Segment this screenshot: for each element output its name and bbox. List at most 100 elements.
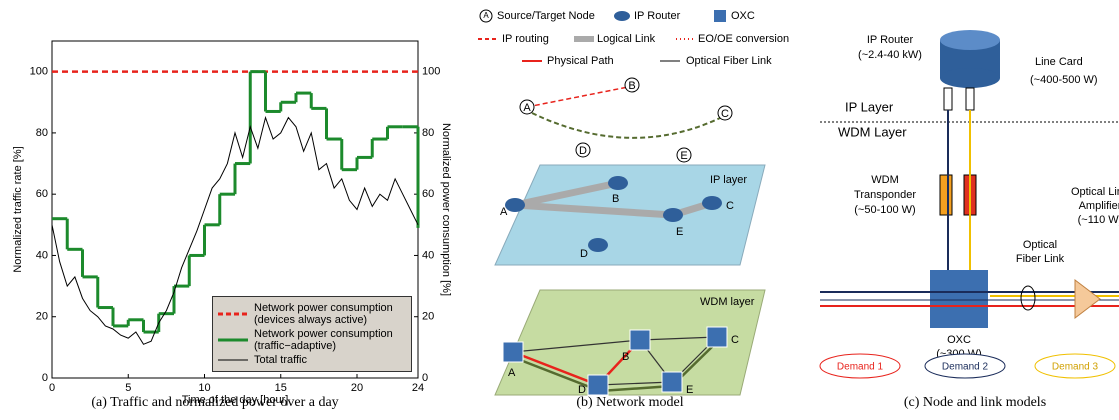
y-tick-label: 0 xyxy=(42,372,48,384)
legend: Network power consumption (devices alway… xyxy=(212,296,412,372)
legend-entry: Total traffic xyxy=(218,354,406,366)
legend-text: Network power consumption (devices alway… xyxy=(254,302,393,326)
legend-swatch xyxy=(218,338,248,342)
legend-text: OXC xyxy=(731,10,755,22)
caption: (a) Traffic and normalized power over a … xyxy=(91,395,338,410)
y-tick-label: 20 xyxy=(36,311,48,323)
legend-swatch xyxy=(218,359,248,361)
y2-tick-label: 20 xyxy=(422,311,434,323)
label: WDM xyxy=(871,174,899,186)
label: Amplifier xyxy=(1079,200,1119,212)
oxc-icon xyxy=(714,10,726,22)
label: (~50-100 W) xyxy=(854,204,915,216)
x-label: Time of the day [hour] xyxy=(182,394,289,406)
label: Fiber Link xyxy=(1016,253,1065,265)
transponder xyxy=(939,174,953,216)
y-tick-label: 80 xyxy=(36,127,48,139)
marker-circles xyxy=(519,77,733,163)
y2-label: Normalized power consumption [%] xyxy=(440,123,452,296)
legend-text: IP routing xyxy=(502,33,549,45)
node-label: D xyxy=(580,248,588,260)
x-tick-label: 15 xyxy=(275,382,287,394)
demand xyxy=(924,353,1006,379)
legend-text: IP Router xyxy=(634,10,681,22)
x-tick-label: 0 xyxy=(49,382,55,394)
caption: (b) Network model xyxy=(576,395,683,410)
demand xyxy=(1034,353,1116,379)
node-label: A xyxy=(500,206,508,218)
y2-tick-label: 40 xyxy=(422,249,434,261)
label: (~110 W) xyxy=(1078,214,1119,226)
oxc xyxy=(930,270,988,328)
label: Line Card xyxy=(1035,56,1083,68)
y-tick-label: 40 xyxy=(36,249,48,261)
y2-tick-label: 0 xyxy=(422,372,428,384)
node-label: C xyxy=(731,334,739,346)
oxcs xyxy=(502,326,728,396)
line-card xyxy=(943,87,953,111)
legend-text: Physical Path xyxy=(547,55,614,67)
node-label: E xyxy=(676,226,683,238)
legend-swatch xyxy=(218,312,248,316)
legend-text: Network power consumption (traffic−adapt… xyxy=(254,328,393,352)
legend-text: Optical Fiber Link xyxy=(686,55,772,67)
y-label: Normalized traffic rate [%] xyxy=(12,146,24,272)
label: Optical xyxy=(1023,239,1057,251)
demand xyxy=(819,353,901,379)
marker: E xyxy=(680,150,687,162)
legend-text: Source/Target Node xyxy=(497,10,595,22)
marker: B xyxy=(628,80,635,92)
x-tick-label: 24 xyxy=(412,382,424,394)
y2-tick-label: 60 xyxy=(422,188,434,200)
node-label: B xyxy=(622,351,629,363)
legend-symbol xyxy=(479,9,493,23)
node-label: D xyxy=(578,384,586,396)
node-label: B xyxy=(612,193,619,205)
router-bottom xyxy=(940,68,1000,88)
legend-text: EO/OE conversion xyxy=(698,33,789,45)
caption: (c) Node and link models xyxy=(904,395,1046,410)
legend-entry: Network power consumption (devices alway… xyxy=(218,302,406,326)
ip-route xyxy=(526,86,629,108)
label: IP Router xyxy=(867,34,914,46)
node-model: IP Router (~2.4-40 kW) Line Card (~400-5… xyxy=(819,30,1119,410)
router-top xyxy=(940,30,1000,50)
layer-label: IP Layer xyxy=(845,99,894,114)
y-tick-label: 60 xyxy=(36,188,48,200)
network-model: A Source/Target Node IP Router OXC IP ro… xyxy=(478,9,789,410)
router-icon xyxy=(614,11,630,21)
demand-label: Demand 1 xyxy=(837,362,884,373)
x-tick-label: 10 xyxy=(198,382,210,394)
legend-text: Logical Link xyxy=(597,33,656,45)
y-tick-label: 100 xyxy=(30,66,48,78)
layer-label: IP layer xyxy=(710,174,747,186)
label: (~2.4-40 kW) xyxy=(858,49,922,61)
node-label: A xyxy=(508,367,516,379)
amplifier xyxy=(1074,278,1101,320)
ip-route xyxy=(531,112,721,139)
legend-entry: Network power consumption (traffic−adapt… xyxy=(218,328,406,352)
x-tick-label: 20 xyxy=(351,382,363,394)
node-label: E xyxy=(686,384,693,396)
label: OXC xyxy=(947,334,971,346)
ip-routers xyxy=(505,176,722,252)
legend-symbol-text: A xyxy=(483,11,489,20)
x-tick-label: 5 xyxy=(125,382,131,394)
marker: D xyxy=(579,145,587,157)
demand-label: Demand 2 xyxy=(942,362,989,373)
y2-tick-label: 80 xyxy=(422,127,434,139)
demand-label: Demand 3 xyxy=(1052,362,1099,373)
label: Optical Line xyxy=(1071,186,1119,198)
marker: C xyxy=(721,108,729,120)
label: (~400-500 W) xyxy=(1030,74,1098,86)
y2-tick-label: 100 xyxy=(422,66,440,78)
layer-label: WDM Layer xyxy=(838,124,907,139)
layer-label: WDM layer xyxy=(700,296,755,308)
node-label: C xyxy=(726,200,734,212)
physical-path xyxy=(514,341,718,393)
legend-text: Total traffic xyxy=(254,354,307,366)
fiber-coil xyxy=(1020,285,1036,311)
series-line xyxy=(51,115,419,345)
